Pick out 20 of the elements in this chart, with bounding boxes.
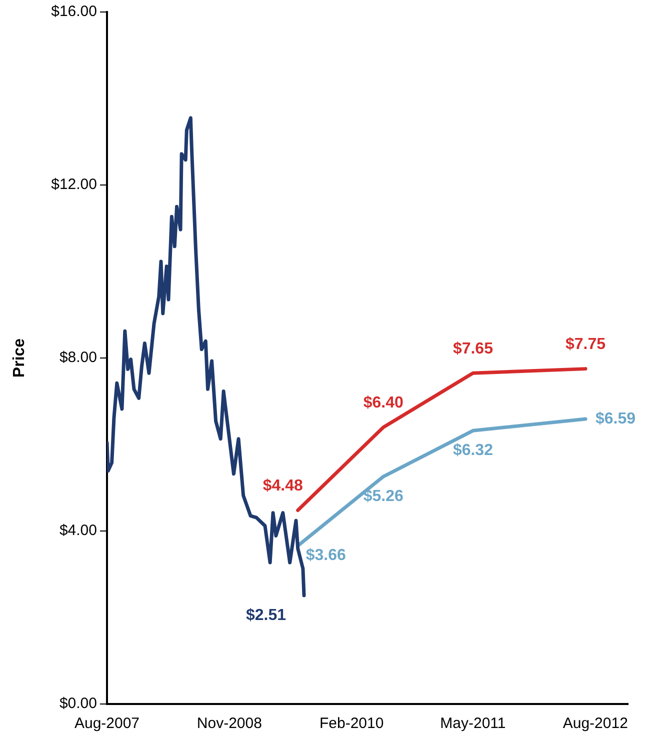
x-tick-label: Aug-2012 — [562, 715, 628, 732]
data-label: $6.40 — [363, 394, 404, 412]
data-label: $3.66 — [306, 547, 346, 564]
data-label: $5.26 — [363, 488, 404, 505]
y-tick-label: $12.00 — [51, 176, 97, 194]
y-tick-label: $16.00 — [51, 3, 97, 20]
data-label: $7.65 — [452, 340, 494, 358]
x-tick-label: Nov-2008 — [196, 715, 262, 732]
y-tick-label: $0.00 — [59, 695, 97, 712]
data-label: $4.48 — [262, 478, 303, 495]
data-label: $6.32 — [452, 442, 494, 460]
data-label: $7.75 — [565, 336, 606, 354]
x-tick-label: May-2011 — [440, 715, 506, 732]
y-tick-label: $8.00 — [59, 349, 97, 366]
y-tick-label: $4.00 — [59, 522, 97, 540]
data-label: $6.59 — [595, 410, 636, 428]
x-tick-label: Aug-2007 — [74, 715, 140, 732]
data-label: $2.51 — [246, 606, 286, 624]
y-axis-title: Price — [11, 338, 28, 378]
x-tick-label: Feb-2010 — [319, 715, 384, 732]
